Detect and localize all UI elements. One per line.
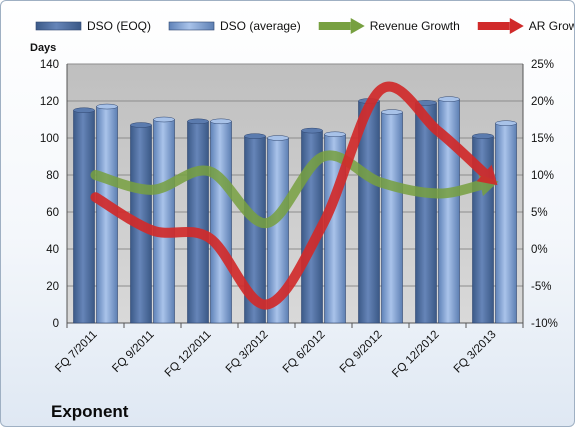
bar-top-cap bbox=[301, 127, 323, 134]
bar-top-cap bbox=[153, 116, 175, 123]
ar-growth-series bbox=[90, 81, 498, 310]
bar-dso-eoq bbox=[187, 121, 209, 324]
bar-dso-eoq bbox=[73, 109, 95, 324]
bar-dso-average bbox=[495, 122, 517, 324]
ar-growth-arrowhead bbox=[476, 164, 498, 186]
bar-dso-average bbox=[153, 119, 175, 324]
legend-swatch-dso-eoq- bbox=[35, 21, 82, 31]
legend-label-ar-growth: AR Growth bbox=[529, 19, 575, 33]
legend-label-dso-average-: DSO (average) bbox=[220, 19, 301, 33]
plot-area: 0 20 40 60 80 100 120 140 -10% -5% 0% 5% 10% 15% 20% 25… bbox=[40, 59, 558, 380]
bar-top-cap bbox=[324, 131, 346, 138]
x-tick-label: FQ 7/2011 bbox=[53, 329, 99, 375]
ar-growth-line bbox=[90, 81, 490, 310]
y-tick-label: 120 bbox=[40, 96, 59, 108]
y-tick-label: 80 bbox=[46, 170, 59, 182]
x-tick-label: FQ 12/2011 bbox=[163, 329, 214, 380]
bar-top-cap bbox=[438, 96, 460, 102]
y2-tick-label: 20% bbox=[531, 96, 554, 108]
legend-arrowhead-ar-growth bbox=[509, 18, 524, 34]
bar-top-cap bbox=[472, 133, 494, 139]
x-tick-label: FQ 3/2013 bbox=[452, 329, 499, 376]
x-tick-label: FQ 9/2012 bbox=[338, 329, 385, 376]
y2-tick-label: -10% bbox=[531, 318, 558, 330]
x-tick-label: FQ 6/2012 bbox=[281, 329, 328, 376]
legend-arrowhead-revenue-growth bbox=[350, 18, 365, 34]
bar-top-cap bbox=[130, 122, 152, 128]
bar-top-cap bbox=[267, 135, 289, 141]
y-tick-label: 60 bbox=[46, 207, 59, 219]
bar-dso-average bbox=[381, 111, 403, 324]
y-tick-label: 40 bbox=[46, 244, 59, 256]
legend-swatch-dso-average- bbox=[168, 21, 215, 31]
legend-label-revenue-growth: Revenue Growth bbox=[370, 19, 460, 33]
legend-label-dso-eoq-: DSO (EOQ) bbox=[87, 19, 151, 33]
y-tick-label: 20 bbox=[46, 281, 59, 293]
y-tick-label: 140 bbox=[40, 59, 59, 71]
y2-tick-label: -5% bbox=[531, 281, 551, 293]
y-axis-title: Days bbox=[30, 42, 56, 54]
y-tick-label: 100 bbox=[40, 133, 59, 145]
y2-tick-label: 10% bbox=[531, 170, 554, 182]
revenue-growth-line bbox=[90, 150, 486, 229]
y2-tick-label: 15% bbox=[531, 133, 554, 145]
bar-dso-average bbox=[210, 121, 232, 324]
bar-top-cap bbox=[187, 118, 209, 125]
bar-top-cap bbox=[210, 118, 232, 125]
x-tick-label: FQ 12/2012 bbox=[390, 329, 441, 380]
bar-top-cap bbox=[73, 107, 95, 113]
bar-top-cap bbox=[244, 133, 266, 139]
bar-top-cap bbox=[96, 103, 118, 110]
x-tick-label: FQ 9/2011 bbox=[110, 329, 156, 375]
bar-top-cap bbox=[495, 120, 517, 126]
y2-tick-label: 25% bbox=[531, 59, 554, 71]
bar-top-cap bbox=[381, 109, 403, 115]
legend: DSO (EOQ) DSO (average) Revenue Growth AR G… bbox=[35, 18, 575, 34]
y2-tick-label: 0% bbox=[531, 244, 548, 256]
x-tick-label: FQ 3/2012 bbox=[224, 329, 271, 376]
y-tick-label: 0 bbox=[53, 318, 59, 330]
company-name: Exponent bbox=[51, 402, 129, 421]
bar-dso-eoq bbox=[415, 102, 437, 324]
y2-tick-label: 5% bbox=[531, 207, 548, 219]
